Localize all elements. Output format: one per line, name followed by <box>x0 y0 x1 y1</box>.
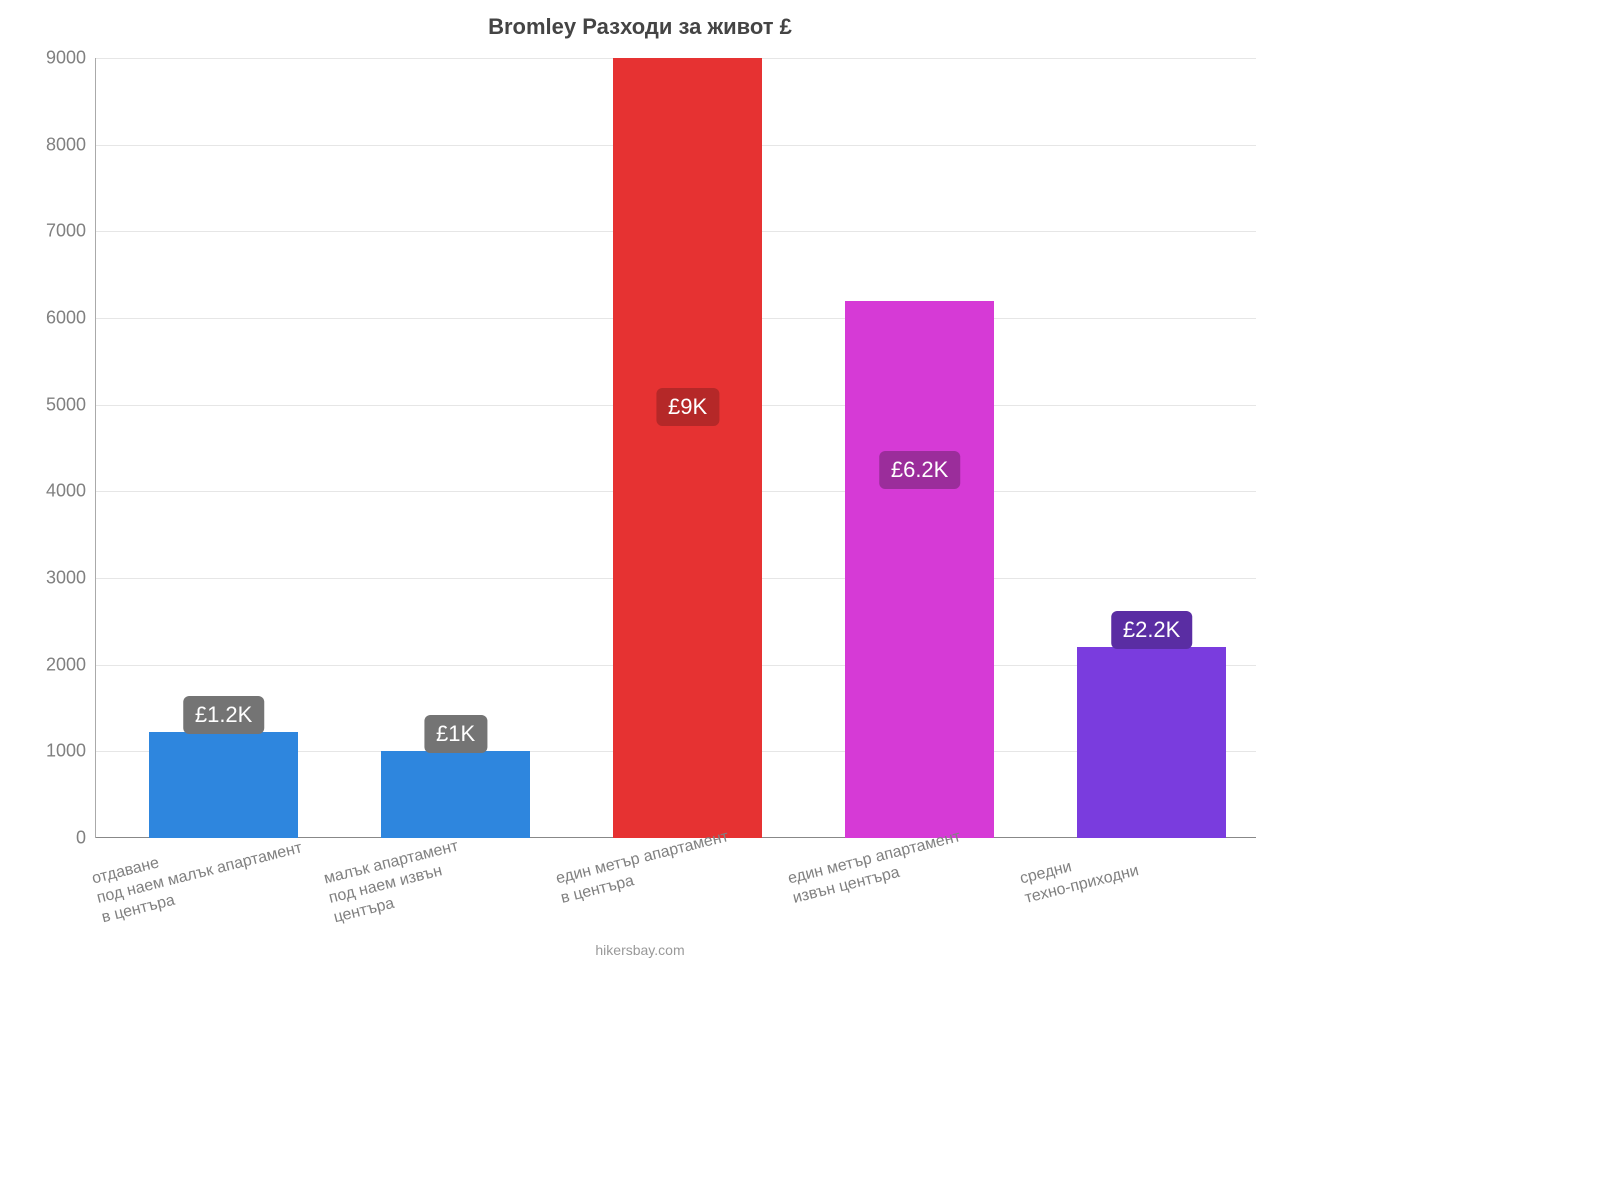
value-badge: £1K <box>424 715 487 753</box>
y-tick-label: 0 <box>76 828 86 849</box>
y-tick-label: 7000 <box>46 221 86 242</box>
bar: £1K <box>381 751 529 838</box>
value-badge: £9K <box>656 388 719 426</box>
value-badge: £1.2K <box>183 696 265 734</box>
y-tick-label: 9000 <box>46 48 86 69</box>
x-tick-label: един метър апартамент в центъра <box>554 827 736 909</box>
value-badge: £6.2K <box>879 451 961 489</box>
bar: £2.2K <box>1077 647 1225 838</box>
plot-area: 0100020003000400050006000700080009000£1.… <box>95 58 1256 838</box>
bar: £9K <box>613 58 761 838</box>
bar: £1.2K <box>149 732 297 838</box>
credit-text: hikersbay.com <box>0 942 1280 958</box>
chart-title: Bromley Разходи за живот £ <box>0 14 1280 40</box>
bar: £6.2K <box>845 301 993 838</box>
x-tick-label: един метър апартамент извън центъра <box>786 827 968 909</box>
y-tick-label: 6000 <box>46 308 86 329</box>
x-tick-label: малък апартамент под наем извън центъра <box>322 837 470 929</box>
y-tick-label: 8000 <box>46 134 86 155</box>
y-tick-label: 5000 <box>46 394 86 415</box>
y-tick-label: 4000 <box>46 481 86 502</box>
y-tick-label: 2000 <box>46 654 86 675</box>
y-tick-label: 1000 <box>46 741 86 762</box>
y-tick-label: 3000 <box>46 568 86 589</box>
x-tick-label: средни техно-приходни <box>1018 842 1141 909</box>
value-badge: £2.2K <box>1111 611 1193 649</box>
